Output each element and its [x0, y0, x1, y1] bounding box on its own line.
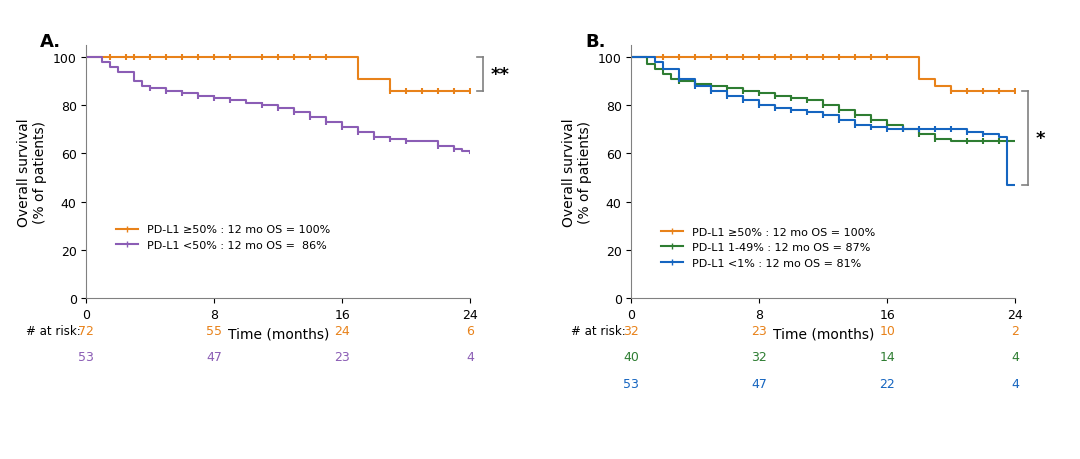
Text: 53: 53 — [79, 351, 94, 364]
Text: *: * — [1036, 129, 1045, 147]
Text: A.: A. — [40, 33, 62, 51]
Text: 10: 10 — [879, 324, 895, 337]
Legend: PD-L1 ≥50% : 12 mo OS = 100%, PD-L1 1-49% : 12 mo OS = 87%, PD-L1 <1% : 12 mo OS: PD-L1 ≥50% : 12 mo OS = 100%, PD-L1 1-49… — [657, 223, 879, 273]
Text: 47: 47 — [206, 351, 222, 364]
Text: # at risk:: # at risk: — [571, 324, 626, 337]
Text: **: ** — [491, 66, 510, 84]
Y-axis label: Overall survival
(% of patients): Overall survival (% of patients) — [17, 118, 48, 226]
Text: 6: 6 — [467, 324, 474, 337]
Text: 47: 47 — [752, 377, 767, 390]
Text: 32: 32 — [623, 324, 639, 337]
Text: # at risk:: # at risk: — [26, 324, 81, 337]
Text: 4: 4 — [1011, 351, 1020, 364]
Text: 4: 4 — [467, 351, 474, 364]
Text: 14: 14 — [879, 351, 895, 364]
Text: 23: 23 — [335, 351, 350, 364]
Text: 53: 53 — [623, 377, 639, 390]
Text: 32: 32 — [752, 351, 767, 364]
Text: 2: 2 — [1011, 324, 1020, 337]
X-axis label: Time (months): Time (months) — [228, 326, 329, 341]
Text: 23: 23 — [752, 324, 767, 337]
Legend: PD-L1 ≥50% : 12 mo OS = 100%, PD-L1 <50% : 12 mo OS =  86%: PD-L1 ≥50% : 12 mo OS = 100%, PD-L1 <50%… — [111, 221, 335, 255]
Text: 72: 72 — [79, 324, 94, 337]
Text: 24: 24 — [335, 324, 350, 337]
X-axis label: Time (months): Time (months) — [772, 326, 874, 341]
Text: 55: 55 — [206, 324, 222, 337]
Text: 22: 22 — [879, 377, 895, 390]
Text: 4: 4 — [1011, 377, 1020, 390]
Text: 40: 40 — [623, 351, 639, 364]
Text: B.: B. — [585, 33, 606, 51]
Y-axis label: Overall survival
(% of patients): Overall survival (% of patients) — [562, 118, 592, 226]
